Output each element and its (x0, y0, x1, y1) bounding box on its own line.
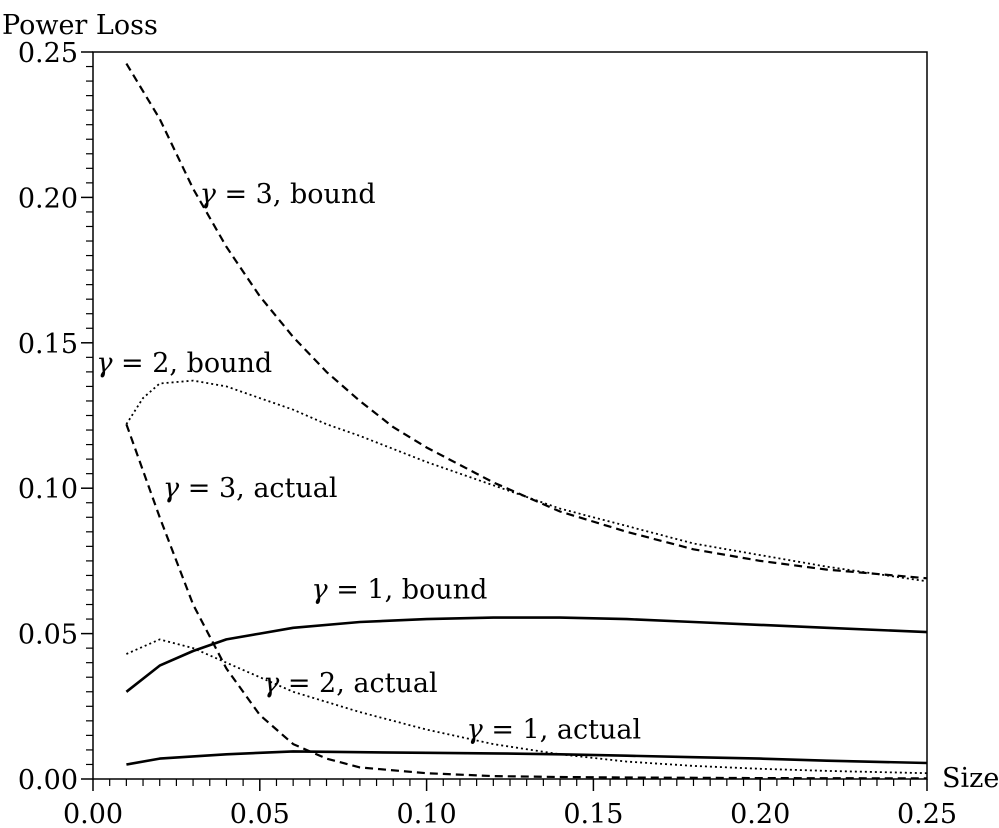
annotation-text: = 1, actual (483, 714, 641, 745)
x-tick-label: 0.25 (897, 799, 957, 828)
annotation-text: = 2, actual (279, 668, 437, 699)
axis-ticks: 0.00 0.05 0.10 0.15 0.20 0.25 0.00 0.05 0.10 0.15… (18, 38, 957, 828)
x-tick-label: 0.20 (730, 799, 790, 828)
series-annotation: γ = 2, bound (96, 348, 272, 379)
series-annotation: γ = 1, actual (467, 714, 641, 745)
series-annotation: γ = 1, bound (312, 575, 488, 606)
x-tick-label: 0.15 (563, 799, 623, 828)
x-tick-label: 0.00 (63, 799, 123, 828)
series-line-2 (125, 423, 928, 780)
x-tick-label: 0.10 (397, 799, 457, 828)
annotation-text: = 2, bound (112, 348, 272, 379)
series-line-0 (125, 63, 928, 580)
x-axis-label: Size (942, 763, 999, 794)
y-axis-label: Power Loss (2, 10, 158, 41)
series-annotation: γ = 3, bound (200, 179, 376, 210)
annotation-gamma: γ (312, 575, 329, 606)
y-tick-label: 0.15 (18, 329, 78, 360)
annotation-text: = 3, bound (216, 179, 376, 210)
annotation-gamma: γ (467, 714, 484, 745)
series-layer (125, 63, 928, 780)
x-tick-label: 0.05 (230, 799, 290, 828)
y-tick-label: 0.25 (18, 38, 78, 69)
series-line-3 (125, 616, 928, 693)
annotation-text: = 3, actual (179, 473, 337, 504)
series-line-1 (125, 379, 928, 583)
annotation-text: = 1, bound (328, 575, 488, 606)
annotation-gamma: γ (200, 179, 217, 210)
y-tick-label: 0.20 (18, 183, 78, 214)
series-annotation: γ = 3, actual (163, 473, 337, 504)
plot-frame (92, 51, 928, 780)
y-tick-label: 0.10 (18, 474, 78, 505)
annotation-gamma: γ (96, 348, 113, 379)
y-tick-label: 0.00 (18, 765, 78, 796)
annotation-gamma: γ (163, 473, 180, 504)
series-annotation: γ = 2, actual (263, 668, 437, 699)
annotation-gamma: γ (263, 668, 280, 699)
series-line-5 (126, 750, 928, 766)
y-tick-label: 0.05 (18, 620, 78, 651)
